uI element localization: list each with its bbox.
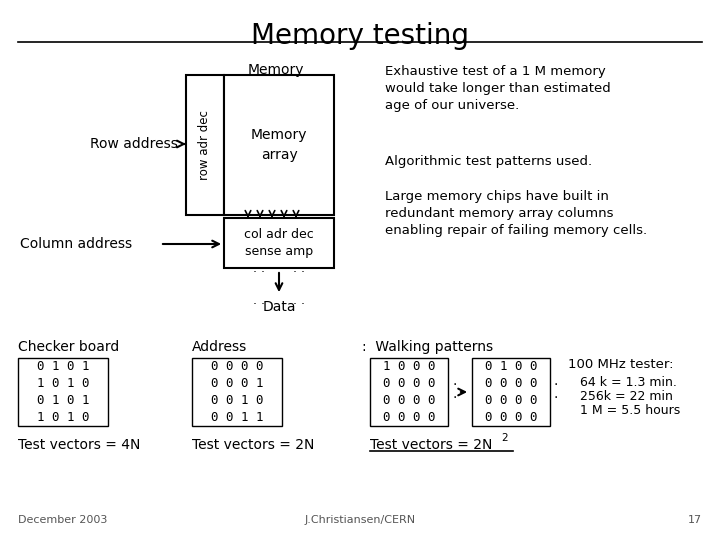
Text: Row address: Row address: [90, 137, 178, 151]
Text: 1 0 0 0: 1 0 0 0: [383, 360, 436, 373]
Text: 0 0 0 0: 0 0 0 0: [485, 394, 537, 407]
Text: Test vectors = 4N: Test vectors = 4N: [18, 438, 140, 452]
Text: Exhaustive test of a 1 M memory
would take longer than estimated
age of our univ: Exhaustive test of a 1 M memory would ta…: [385, 65, 611, 112]
Text: 100 MHz tester:: 100 MHz tester:: [568, 358, 673, 371]
Text: Memory
array: Memory array: [251, 128, 307, 162]
Text: 1 0 1 0: 1 0 1 0: [37, 411, 89, 424]
Text: Checker board: Checker board: [18, 340, 120, 354]
Text: · ·: · ·: [253, 266, 265, 279]
Text: 0 0 0 1: 0 0 0 1: [211, 377, 264, 390]
Text: Memory testing: Memory testing: [251, 22, 469, 50]
Bar: [472, 358, 550, 426]
Text: ·: ·: [554, 391, 558, 405]
Bar: [224, 75, 334, 215]
Text: Algorithmic test patterns used.: Algorithmic test patterns used.: [385, 155, 592, 168]
Text: Large memory chips have built in
redundant memory array columns
enabling repair : Large memory chips have built in redunda…: [385, 190, 647, 237]
Text: Memory: Memory: [248, 63, 305, 77]
Text: 1 0 1 0: 1 0 1 0: [37, 377, 89, 390]
Text: :  Walking patterns: : Walking patterns: [362, 340, 493, 354]
Text: · ·: · ·: [293, 299, 305, 312]
Text: ·: ·: [453, 391, 457, 405]
Text: 17: 17: [688, 515, 702, 525]
Text: Test vectors = 2N: Test vectors = 2N: [370, 438, 492, 452]
Text: 0 1 0 0: 0 1 0 0: [485, 360, 537, 373]
Bar: [224, 218, 334, 268]
Text: 0 0 1 1: 0 0 1 1: [211, 411, 264, 424]
Text: Data: Data: [262, 300, 296, 314]
Text: ·: ·: [554, 378, 558, 392]
Bar: [192, 358, 282, 426]
Text: December 2003: December 2003: [18, 515, 107, 525]
Text: ·: ·: [453, 378, 457, 392]
Text: col adr dec
sense amp: col adr dec sense amp: [244, 228, 314, 258]
Text: 64 k = 1.3 min.: 64 k = 1.3 min.: [580, 376, 677, 389]
Text: 256k = 22 min: 256k = 22 min: [580, 390, 673, 403]
Text: · ·: · ·: [293, 266, 305, 279]
Bar: [370, 358, 448, 426]
Text: 0 0 0 0: 0 0 0 0: [383, 411, 436, 424]
Text: 0 0 0 0: 0 0 0 0: [485, 411, 537, 424]
Text: 0 0 0 0: 0 0 0 0: [383, 377, 436, 390]
Text: 0 0 0 0: 0 0 0 0: [211, 360, 264, 373]
Bar: [186, 75, 224, 215]
Text: row adr dec: row adr dec: [199, 110, 212, 180]
Text: Column address: Column address: [20, 237, 132, 251]
Text: 1 M = 5.5 hours: 1 M = 5.5 hours: [580, 404, 680, 417]
Text: Address: Address: [192, 340, 247, 354]
Text: 0 1 0 1: 0 1 0 1: [37, 394, 89, 407]
Text: 0 0 1 0: 0 0 1 0: [211, 394, 264, 407]
Text: 0 0 0 0: 0 0 0 0: [383, 394, 436, 407]
Text: 0 1 0 1: 0 1 0 1: [37, 360, 89, 373]
Text: J.Christiansen/CERN: J.Christiansen/CERN: [305, 515, 415, 525]
Bar: [18, 358, 108, 426]
Text: 2: 2: [501, 433, 508, 443]
Text: 0 0 0 0: 0 0 0 0: [485, 377, 537, 390]
Text: Test vectors = 2N: Test vectors = 2N: [192, 438, 315, 452]
Text: · ·: · ·: [253, 299, 265, 312]
